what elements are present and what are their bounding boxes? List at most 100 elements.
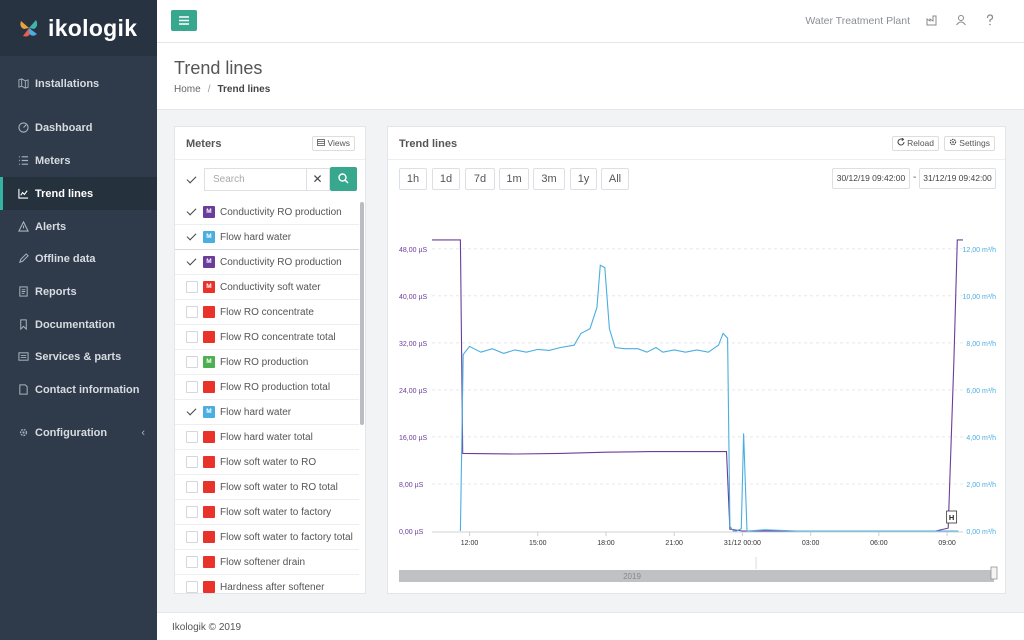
breadcrumb-home[interactable]: Home [174, 84, 201, 95]
sidebar-item-alerts[interactable]: Alerts [0, 210, 157, 243]
meter-color-badge [203, 331, 215, 343]
meter-label: Flow softener drain [220, 557, 306, 568]
sidebar-item-documentation[interactable]: Documentation [0, 308, 157, 341]
meter-label: Flow soft water to factory [220, 507, 332, 518]
footer-copyright: Ikologik © 2019 [172, 622, 242, 633]
y-right-tick-label: 6,00 m³/h [966, 388, 996, 395]
list-view-icon [317, 139, 325, 146]
date-to-input[interactable]: 31/12/19 09:42:00 [919, 168, 996, 189]
meter-label: Flow soft water to factory total [220, 532, 353, 543]
meter-checkbox[interactable] [186, 356, 198, 368]
meter-row[interactable]: M Conductivity soft water [175, 275, 359, 300]
meter-row[interactable]: Flow soft water to factory [175, 500, 359, 525]
meter-label: Flow hard water [220, 232, 292, 243]
sidebar-item-label: Meters [35, 154, 71, 167]
meter-checkbox[interactable] [186, 431, 198, 443]
views-label: Views [327, 138, 350, 148]
meter-row[interactable]: M Flow hard water [175, 225, 359, 250]
meter-checkbox[interactable] [186, 206, 198, 218]
meter-checkbox[interactable] [186, 531, 198, 543]
menu-toggle-button[interactable] [171, 10, 197, 31]
settings-button[interactable]: Settings [943, 136, 995, 151]
meter-color-badge: M [203, 206, 215, 218]
sidebar-item-trend-lines[interactable]: Trend lines [0, 177, 157, 210]
sidebar-item-label: Dashboard [35, 121, 93, 134]
range-button-all[interactable]: All [601, 168, 629, 190]
meter-list-scrollbar[interactable] [360, 202, 364, 425]
sidebar-item-dashboard[interactable]: Dashboard [0, 111, 157, 144]
meter-checkbox[interactable] [186, 556, 198, 568]
range-button-1d[interactable]: 1d [432, 168, 460, 190]
meter-checkbox[interactable] [186, 581, 198, 593]
meter-row[interactable]: M Conductivity RO production [175, 200, 359, 225]
meter-row[interactable]: Flow hard water total [175, 425, 359, 450]
range-button-1y[interactable]: 1y [570, 168, 597, 190]
meter-row[interactable]: Flow soft water to RO [175, 450, 359, 475]
meter-row[interactable]: M Conductivity RO production [175, 250, 359, 275]
meter-checkbox[interactable] [186, 331, 198, 343]
meter-color-badge: M [203, 281, 215, 293]
meter-row[interactable]: Flow RO production total [175, 375, 359, 400]
meter-checkbox[interactable] [186, 256, 198, 268]
x-tick-label: 31/12 00:00 [724, 540, 761, 547]
meter-label: Conductivity RO production [220, 257, 342, 268]
meter-row[interactable]: Hardness after softener [175, 575, 359, 593]
date-from-input[interactable]: 30/12/19 09:42:00 [832, 168, 910, 189]
meter-checkbox[interactable] [186, 231, 198, 243]
meter-row[interactable]: Flow RO concentrate [175, 300, 359, 325]
search-button[interactable] [330, 167, 357, 191]
meter-checkbox[interactable] [186, 306, 198, 318]
page-title: Trend lines [174, 58, 263, 78]
meter-search-input[interactable]: Search [204, 168, 307, 191]
sidebar-item-label: Offline data [35, 252, 96, 265]
user-icon[interactable] [955, 14, 967, 26]
range-button-3m[interactable]: 3m [533, 168, 565, 190]
meter-color-badge [203, 506, 215, 518]
trend-chart[interactable]: 0,00 µS 8,00 µS 16,00 µS 24,00 µS 32,00 µS 40… [388, 197, 1005, 592]
sidebar-item-reports[interactable]: Reports [0, 275, 157, 308]
meter-row[interactable]: M Flow hard water [175, 400, 359, 425]
sidebar-item-services-parts[interactable]: Services & parts [0, 340, 157, 373]
sidebar-item-offline-data[interactable]: Offline data [0, 242, 157, 275]
meter-color-badge [203, 306, 215, 318]
settings-label: Settings [959, 138, 990, 148]
meter-row[interactable]: Flow soft water to factory total [175, 525, 359, 550]
navigator-scrollbar [399, 570, 994, 582]
meter-checkbox[interactable] [186, 481, 198, 493]
brand-name: ikologik [48, 14, 138, 41]
sidebar-item-meters[interactable]: Meters [0, 144, 157, 177]
meter-checkbox[interactable] [186, 281, 198, 293]
reload-button[interactable]: Reload [891, 136, 939, 151]
range-button-1h[interactable]: 1h [399, 168, 427, 190]
meter-checkbox[interactable] [186, 406, 198, 418]
meter-row[interactable]: Flow RO concentrate total [175, 325, 359, 350]
meter-row[interactable]: Flow softener drain [175, 550, 359, 575]
meter-checkbox[interactable] [186, 506, 198, 518]
y-right-tick-label: 0,00 m³/h [966, 529, 996, 536]
views-button[interactable]: Views [312, 136, 355, 151]
select-all-checkbox[interactable] [186, 174, 198, 186]
factory-icon[interactable] [926, 14, 938, 26]
x-tick-label: 03:00 [802, 540, 820, 547]
meter-color-badge [203, 556, 215, 568]
clear-search-button[interactable]: ✕ [306, 168, 330, 191]
sidebar-item-label: Documentation [35, 318, 116, 331]
brand[interactable]: ikologik [0, 0, 157, 56]
sidebar-item-configuration[interactable]: Configuration ‹ [0, 416, 157, 449]
range-button-1m[interactable]: 1m [499, 168, 529, 190]
meter-list: M Conductivity RO production M Flow hard wa… [175, 200, 365, 593]
sidebar-item-label: Alerts [35, 220, 67, 233]
x-tick-label: 15:00 [529, 540, 547, 547]
plant-name[interactable]: Water Treatment Plant [805, 15, 910, 27]
series-line-conductivity [432, 239, 963, 532]
sidebar-item-contact-information[interactable]: Contact information [0, 373, 157, 406]
range-button-7d[interactable]: 7d [465, 168, 495, 190]
meter-row[interactable]: Flow soft water to RO total [175, 475, 359, 500]
sidebar-item-installations[interactable]: Installations [0, 67, 157, 100]
meter-row[interactable]: M Flow RO production [175, 350, 359, 375]
sidebar-item-label: Installations [35, 77, 100, 90]
meter-checkbox[interactable] [186, 456, 198, 468]
help-icon[interactable] [984, 14, 996, 26]
meter-checkbox[interactable] [186, 381, 198, 393]
close-icon: ✕ [312, 172, 323, 186]
